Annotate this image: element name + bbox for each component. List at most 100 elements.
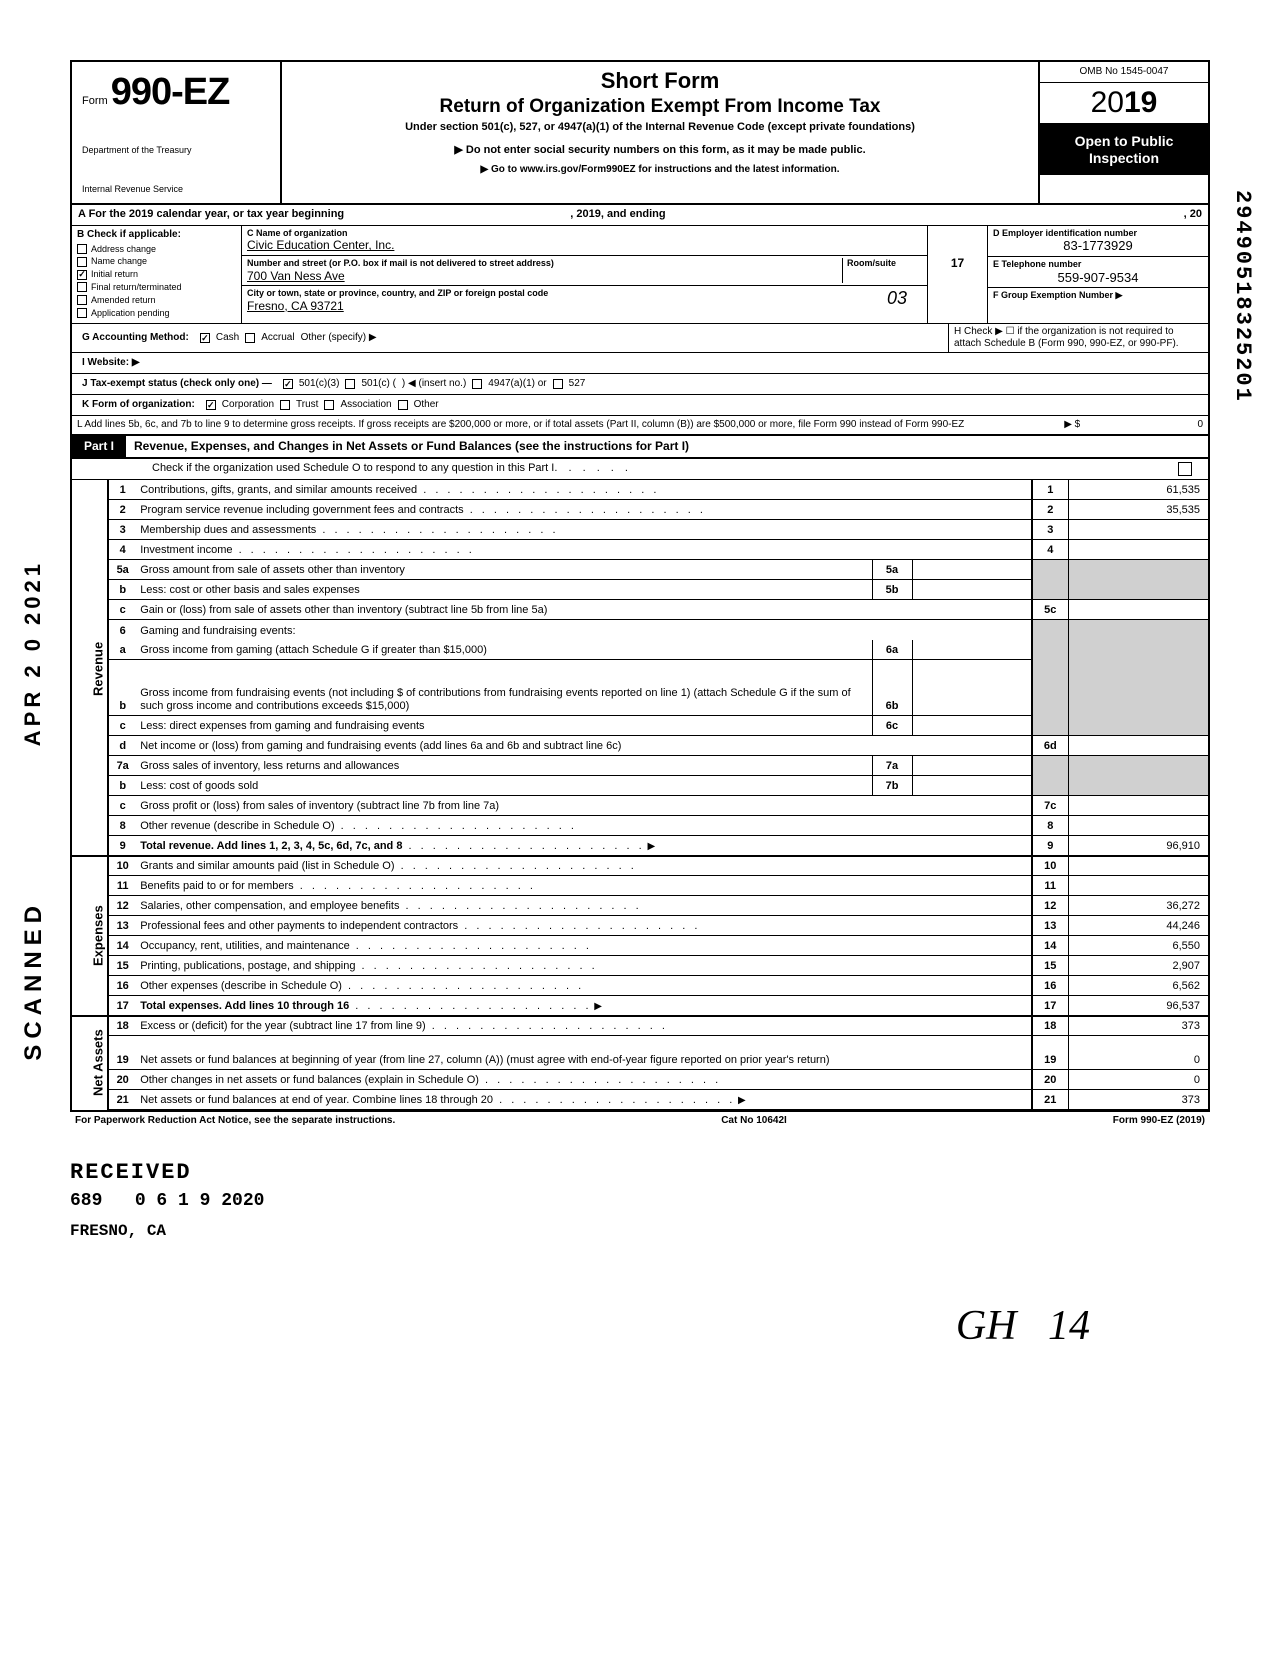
ln10-num: 10 (108, 856, 136, 876)
part1-title: Revenue, Expenses, and Changes in Net As… (126, 436, 697, 456)
ln21-num: 21 (108, 1090, 136, 1110)
room-label: Room/suite (847, 258, 922, 269)
section-b: B Check if applicable: Address change Na… (72, 226, 242, 324)
lbl-501c3: 501(c)(3) (299, 378, 340, 390)
ln5a-num: 5a (108, 560, 136, 580)
ln8-desc: Other revenue (describe in Schedule O) (140, 820, 334, 832)
received-stamp: RECEIVED (70, 1160, 1210, 1186)
ln12-desc: Salaries, other compensation, and employ… (140, 900, 399, 912)
lbl-other-method: Other (specify) ▶ (301, 332, 377, 344)
date-stamp: 689 0 6 1 9 2020 (70, 1191, 1210, 1213)
ln5b-shadev (1068, 580, 1208, 600)
ln17-desc: Total expenses. Add lines 10 through 16 (140, 1000, 349, 1012)
ln6c-mid: 6c (872, 716, 912, 736)
chk-address[interactable] (77, 244, 87, 254)
part1-chk[interactable] (1178, 462, 1192, 476)
ln14-box: 14 (1032, 936, 1068, 956)
j-label: J Tax-exempt status (check only one) — (77, 376, 277, 392)
ln3-box: 3 (1032, 520, 1068, 540)
side-docid: 29490518325201 (1229, 190, 1255, 403)
header-row: Form 990-EZ Department of the Treasury I… (72, 62, 1208, 205)
ln14-val: 6,550 (1068, 936, 1208, 956)
row-l: L Add lines 5b, 6c, and 7b to line 9 to … (72, 416, 1208, 434)
ln3-val (1068, 520, 1208, 540)
ln20-desc: Other changes in net assets or fund bala… (140, 1074, 479, 1086)
ln4-desc: Investment income (140, 544, 232, 556)
dept-treasury: Department of the Treasury (82, 146, 270, 156)
ln18-box: 18 (1032, 1016, 1068, 1036)
title-note: ▶ Do not enter social security numbers o… (292, 144, 1028, 157)
ln11-desc: Benefits paid to or for members (140, 880, 293, 892)
ln5b-shade (1032, 580, 1068, 600)
form-number-cell: Form 990-EZ Department of the Treasury I… (72, 62, 282, 203)
chk-accrual[interactable] (245, 333, 255, 343)
handwritten-03: 03 (867, 286, 927, 315)
ln6b-midval (912, 660, 1032, 716)
chk-amended[interactable] (77, 295, 87, 305)
lbl-name: Name change (91, 256, 147, 267)
ln3-desc: Membership dues and assessments (140, 524, 316, 536)
ln5b-midval (912, 580, 1032, 600)
chk-assoc[interactable] (324, 400, 334, 410)
chk-501c3[interactable]: ✓ (283, 379, 293, 389)
lbl-insert: ) ◀ (insert no.) (402, 378, 466, 390)
lbl-pending: Application pending (91, 308, 170, 319)
ln8-num: 8 (108, 816, 136, 836)
lbl-assoc: Association (340, 399, 391, 411)
chk-4947[interactable] (472, 379, 482, 389)
ln5c-val (1068, 600, 1208, 620)
chk-cash[interactable]: ✓ (200, 333, 210, 343)
title-main: Short Form (292, 68, 1028, 94)
ln1-box: 1 (1032, 480, 1068, 500)
ln20-num: 20 (108, 1070, 136, 1090)
chk-527[interactable] (553, 379, 563, 389)
ln7a-midval (912, 756, 1032, 776)
ln1-val: 61,535 (1068, 480, 1208, 500)
ln12-val: 36,272 (1068, 896, 1208, 916)
chk-other-org[interactable] (398, 400, 408, 410)
ln6b-num: b (108, 660, 136, 716)
chk-501c[interactable] (345, 379, 355, 389)
ln13-num: 13 (108, 916, 136, 936)
ln17-box: 17 (1032, 996, 1068, 1016)
ln10-desc: Grants and similar amounts paid (list in… (140, 860, 394, 872)
year-bold: 19 (1124, 86, 1157, 119)
ln7b-mid: 7b (872, 776, 912, 796)
lbl-cash: Cash (216, 332, 239, 344)
c-street-label: Number and street (or P.O. box if mail i… (247, 258, 842, 269)
i-label: I Website: ▶ (77, 355, 145, 371)
year-prefix: 20 (1091, 86, 1124, 119)
chk-final[interactable] (77, 282, 87, 292)
ln7b-shadev (1068, 776, 1208, 796)
ln8-val (1068, 816, 1208, 836)
hand-gh: GH (956, 1303, 1017, 1349)
ln7c-val (1068, 796, 1208, 816)
ln5b-num: b (108, 580, 136, 600)
l-val: 0 (1083, 419, 1203, 431)
chk-initial[interactable]: ✓ (77, 270, 87, 280)
ln6-num: 6 (108, 620, 136, 640)
ln7a-num: 7a (108, 756, 136, 776)
chk-pending[interactable] (77, 308, 87, 318)
ln5b-mid: 5b (872, 580, 912, 600)
ln5a-shade (1032, 560, 1068, 580)
ln20-box: 20 (1032, 1070, 1068, 1090)
title-under: Under section 501(c), 527, or 4947(a)(1)… (292, 121, 1028, 134)
b-header: B Check if applicable: (77, 229, 236, 241)
lbl-trust: Trust (296, 399, 318, 411)
ln19-desc: Net assets or fund balances at beginning… (140, 1054, 829, 1066)
c-name-label: C Name of organization (247, 228, 922, 239)
ln3-num: 3 (108, 520, 136, 540)
ln12-box: 12 (1032, 896, 1068, 916)
chk-trust[interactable] (280, 400, 290, 410)
row-a: A For the 2019 calendar year, or tax yea… (72, 205, 1208, 225)
chk-name[interactable] (77, 257, 87, 267)
chk-corp[interactable]: ✓ (206, 400, 216, 410)
footer-right: Form 990-EZ (2019) (1113, 1115, 1205, 1127)
ln6a-desc: Gross income from gaming (attach Schedul… (140, 644, 487, 656)
org-city: Fresno, CA 93721 (247, 299, 862, 313)
ln7a-shade (1032, 756, 1068, 776)
footer-left: For Paperwork Reduction Act Notice, see … (75, 1115, 395, 1127)
ln13-box: 13 (1032, 916, 1068, 936)
h-text: H Check ▶ ☐ if the organization is not r… (954, 326, 1179, 349)
